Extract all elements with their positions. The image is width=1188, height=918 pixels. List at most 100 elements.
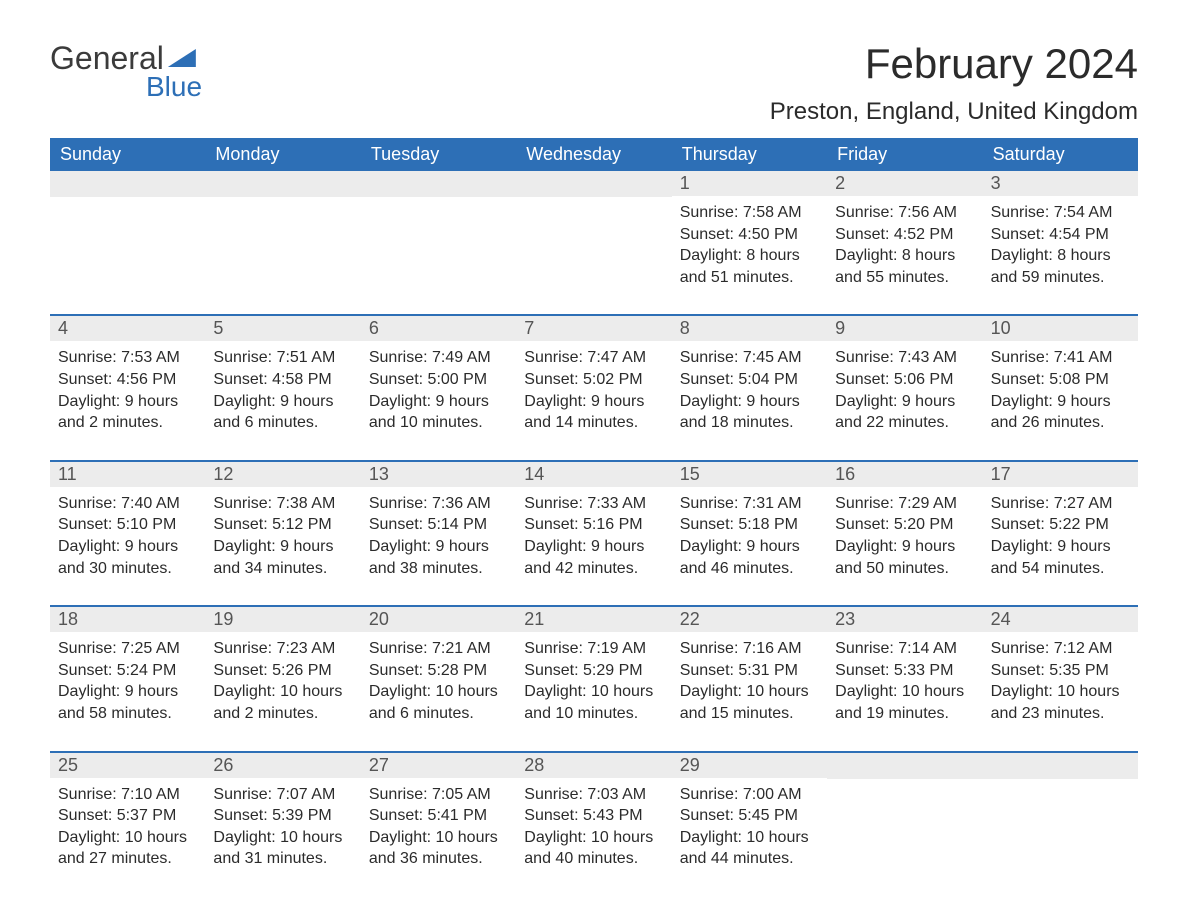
calendar-day-cell: 17Sunrise: 7:27 AMSunset: 5:22 PMDayligh… (983, 462, 1138, 587)
sunset-line: Sunset: 5:37 PM (58, 805, 197, 827)
calendar-day-cell: 21Sunrise: 7:19 AMSunset: 5:29 PMDayligh… (516, 607, 671, 732)
daylight-line: Daylight: 8 hours and 55 minutes. (835, 245, 974, 288)
day-number: 22 (672, 607, 827, 632)
day-info: Sunrise: 7:10 AMSunset: 5:37 PMDaylight:… (50, 778, 205, 878)
day-number: 19 (205, 607, 360, 632)
sunset-line: Sunset: 5:43 PM (524, 805, 663, 827)
sunrise-line: Sunrise: 7:31 AM (680, 493, 819, 515)
day-number (827, 753, 982, 779)
day-number (983, 753, 1138, 779)
sunset-line: Sunset: 5:02 PM (524, 369, 663, 391)
calendar-day-cell: 4Sunrise: 7:53 AMSunset: 4:56 PMDaylight… (50, 316, 205, 441)
calendar-week-row: 11Sunrise: 7:40 AMSunset: 5:10 PMDayligh… (50, 460, 1138, 587)
daylight-line: Daylight: 10 hours and 40 minutes. (524, 827, 663, 870)
day-number: 20 (361, 607, 516, 632)
calendar-header-cell: Wednesday (516, 138, 671, 171)
sunrise-line: Sunrise: 7:29 AM (835, 493, 974, 515)
day-info: Sunrise: 7:53 AMSunset: 4:56 PMDaylight:… (50, 341, 205, 441)
sunset-line: Sunset: 5:26 PM (213, 660, 352, 682)
daylight-line: Daylight: 9 hours and 54 minutes. (991, 536, 1130, 579)
day-number: 10 (983, 316, 1138, 341)
title-block: February 2024 Preston, England, United K… (770, 40, 1138, 126)
location: Preston, England, United Kingdom (770, 98, 1138, 126)
sunrise-line: Sunrise: 7:10 AM (58, 784, 197, 806)
sunrise-line: Sunrise: 7:41 AM (991, 347, 1130, 369)
sunset-line: Sunset: 5:39 PM (213, 805, 352, 827)
daylight-line: Daylight: 10 hours and 31 minutes. (213, 827, 352, 870)
sunset-line: Sunset: 5:16 PM (524, 514, 663, 536)
day-number: 9 (827, 316, 982, 341)
day-info: Sunrise: 7:36 AMSunset: 5:14 PMDaylight:… (361, 487, 516, 587)
day-number: 29 (672, 753, 827, 778)
sunrise-line: Sunrise: 7:47 AM (524, 347, 663, 369)
daylight-line: Daylight: 9 hours and 38 minutes. (369, 536, 508, 579)
calendar-day-cell: 10Sunrise: 7:41 AMSunset: 5:08 PMDayligh… (983, 316, 1138, 441)
day-number: 24 (983, 607, 1138, 632)
day-number: 8 (672, 316, 827, 341)
day-number: 28 (516, 753, 671, 778)
sunset-line: Sunset: 5:06 PM (835, 369, 974, 391)
page-title: February 2024 (770, 40, 1138, 88)
day-number: 7 (516, 316, 671, 341)
sunrise-line: Sunrise: 7:43 AM (835, 347, 974, 369)
calendar-day-cell: 9Sunrise: 7:43 AMSunset: 5:06 PMDaylight… (827, 316, 982, 441)
sunrise-line: Sunrise: 7:00 AM (680, 784, 819, 806)
day-number: 5 (205, 316, 360, 341)
sunrise-line: Sunrise: 7:33 AM (524, 493, 663, 515)
day-number: 2 (827, 171, 982, 196)
calendar-header-cell: Friday (827, 138, 982, 171)
daylight-line: Daylight: 10 hours and 15 minutes. (680, 681, 819, 724)
daylight-line: Daylight: 9 hours and 6 minutes. (213, 391, 352, 434)
day-info: Sunrise: 7:43 AMSunset: 5:06 PMDaylight:… (827, 341, 982, 441)
day-number: 11 (50, 462, 205, 487)
daylight-line: Daylight: 10 hours and 6 minutes. (369, 681, 508, 724)
calendar-week-row: 1Sunrise: 7:58 AMSunset: 4:50 PMDaylight… (50, 171, 1138, 296)
day-number: 13 (361, 462, 516, 487)
sunset-line: Sunset: 5:18 PM (680, 514, 819, 536)
calendar-day-cell (361, 171, 516, 296)
day-number (516, 171, 671, 197)
day-info: Sunrise: 7:58 AMSunset: 4:50 PMDaylight:… (672, 196, 827, 296)
daylight-line: Daylight: 10 hours and 44 minutes. (680, 827, 819, 870)
daylight-line: Daylight: 9 hours and 10 minutes. (369, 391, 508, 434)
day-number: 18 (50, 607, 205, 632)
sunset-line: Sunset: 5:45 PM (680, 805, 819, 827)
calendar-day-cell: 28Sunrise: 7:03 AMSunset: 5:43 PMDayligh… (516, 753, 671, 878)
daylight-line: Daylight: 9 hours and 34 minutes. (213, 536, 352, 579)
day-number: 6 (361, 316, 516, 341)
calendar-day-cell: 6Sunrise: 7:49 AMSunset: 5:00 PMDaylight… (361, 316, 516, 441)
logo-flag-icon (168, 49, 196, 67)
day-number: 16 (827, 462, 982, 487)
day-info: Sunrise: 7:19 AMSunset: 5:29 PMDaylight:… (516, 632, 671, 732)
day-number: 23 (827, 607, 982, 632)
sunrise-line: Sunrise: 7:12 AM (991, 638, 1130, 660)
daylight-line: Daylight: 9 hours and 26 minutes. (991, 391, 1130, 434)
day-info: Sunrise: 7:25 AMSunset: 5:24 PMDaylight:… (50, 632, 205, 732)
sunrise-line: Sunrise: 7:07 AM (213, 784, 352, 806)
day-number: 17 (983, 462, 1138, 487)
daylight-line: Daylight: 9 hours and 22 minutes. (835, 391, 974, 434)
day-info: Sunrise: 7:49 AMSunset: 5:00 PMDaylight:… (361, 341, 516, 441)
sunrise-line: Sunrise: 7:56 AM (835, 202, 974, 224)
day-info: Sunrise: 7:03 AMSunset: 5:43 PMDaylight:… (516, 778, 671, 878)
day-info: Sunrise: 7:41 AMSunset: 5:08 PMDaylight:… (983, 341, 1138, 441)
day-info: Sunrise: 7:12 AMSunset: 5:35 PMDaylight:… (983, 632, 1138, 732)
daylight-line: Daylight: 10 hours and 23 minutes. (991, 681, 1130, 724)
sunrise-line: Sunrise: 7:36 AM (369, 493, 508, 515)
daylight-line: Daylight: 10 hours and 19 minutes. (835, 681, 974, 724)
day-number: 26 (205, 753, 360, 778)
day-number: 3 (983, 171, 1138, 196)
calendar-day-cell: 2Sunrise: 7:56 AMSunset: 4:52 PMDaylight… (827, 171, 982, 296)
sunrise-line: Sunrise: 7:49 AM (369, 347, 508, 369)
day-number: 1 (672, 171, 827, 196)
sunset-line: Sunset: 5:08 PM (991, 369, 1130, 391)
day-number (205, 171, 360, 197)
sunrise-line: Sunrise: 7:19 AM (524, 638, 663, 660)
sunset-line: Sunset: 5:28 PM (369, 660, 508, 682)
sunrise-line: Sunrise: 7:58 AM (680, 202, 819, 224)
calendar-week-row: 4Sunrise: 7:53 AMSunset: 4:56 PMDaylight… (50, 314, 1138, 441)
day-info: Sunrise: 7:23 AMSunset: 5:26 PMDaylight:… (205, 632, 360, 732)
sunset-line: Sunset: 5:29 PM (524, 660, 663, 682)
daylight-line: Daylight: 9 hours and 14 minutes. (524, 391, 663, 434)
sunset-line: Sunset: 4:50 PM (680, 224, 819, 246)
